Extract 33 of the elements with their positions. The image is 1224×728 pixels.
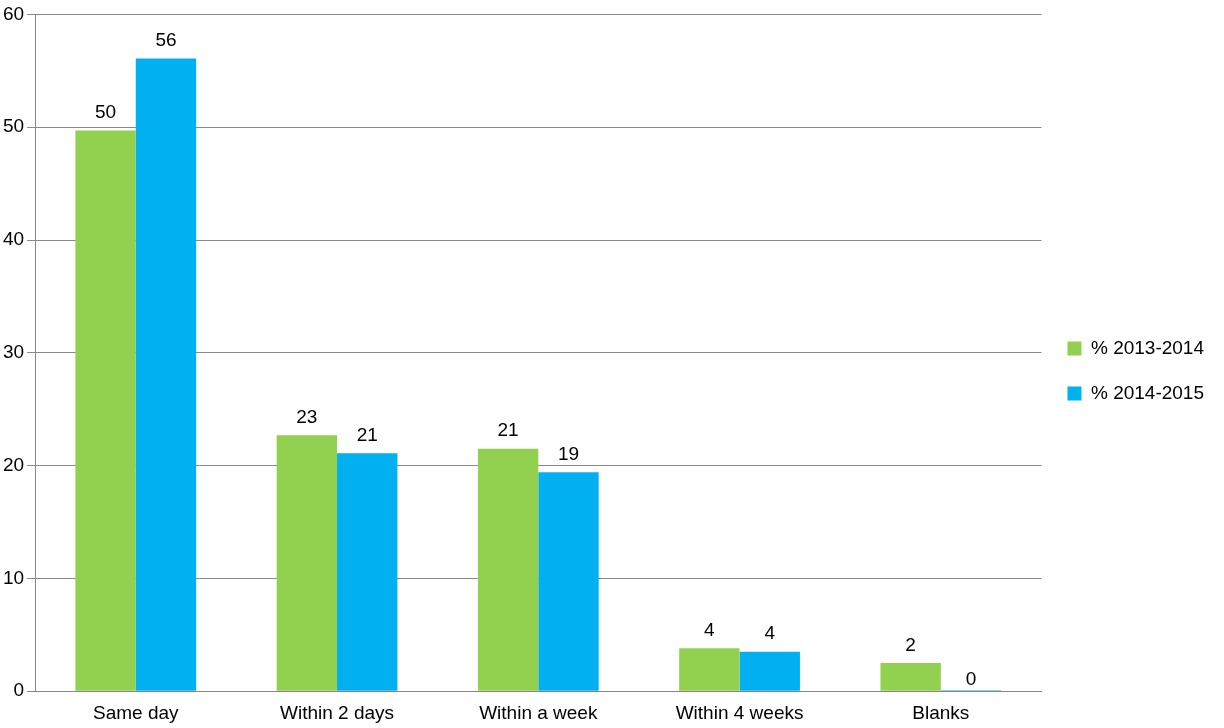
- x-tick-label: Within 4 weeks: [675, 701, 804, 723]
- y-tick-label: 20: [2, 453, 25, 475]
- bar: [75, 130, 136, 691]
- y-tick-label: 0: [13, 679, 25, 701]
- legend-label: % 2013-2014: [1090, 336, 1205, 358]
- x-tick-label: Within 2 days: [280, 701, 395, 723]
- data-label: 19: [557, 443, 580, 465]
- data-label: 56: [155, 29, 177, 51]
- y-tick-label: 60: [2, 2, 25, 24]
- bar: [880, 663, 941, 691]
- data-label: 23: [296, 405, 318, 427]
- bar: [276, 435, 338, 691]
- y-tick-label: 10: [2, 566, 25, 588]
- data-label: 4: [764, 622, 776, 644]
- data-label: 4: [704, 619, 716, 641]
- y-tick-label: 30: [2, 341, 25, 363]
- bar: [337, 453, 398, 691]
- legend-label: % 2014-2015: [1090, 381, 1205, 403]
- x-tick-label: Same day: [92, 701, 180, 723]
- bar: [135, 58, 197, 691]
- data-label: 21: [497, 419, 519, 441]
- x-tick-label: Within a week: [479, 701, 598, 723]
- bar: [538, 472, 599, 691]
- bar: [679, 648, 740, 691]
- data-label: 2: [905, 633, 916, 655]
- x-tick-label: Blanks: [912, 701, 970, 723]
- data-label: 50: [95, 101, 117, 123]
- bar: [739, 651, 800, 691]
- data-label: 21: [356, 423, 378, 445]
- bar: [477, 448, 539, 691]
- y-tick-label: 50: [2, 115, 25, 137]
- y-tick-label: 40: [2, 228, 25, 250]
- data-label: 0: [965, 667, 977, 689]
